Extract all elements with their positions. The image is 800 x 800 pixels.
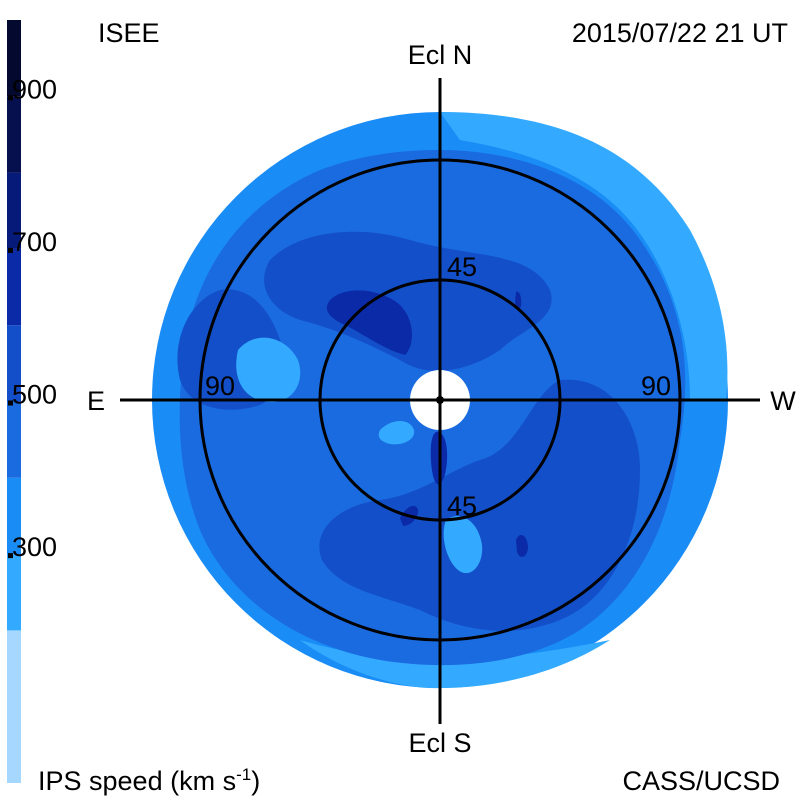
axis-label-west: W (770, 386, 796, 416)
colorbar-tick-label-900: 900 (12, 74, 57, 104)
fastest-core-southeast-dot (516, 534, 528, 557)
fast-lobe-northwest (264, 231, 552, 371)
colorbar-segment-300-400 (7, 477, 21, 555)
slow-patch-near-sun (378, 421, 415, 445)
credit-label: CASS/UCSD (622, 766, 780, 796)
colorbar-segment-600-700 (7, 248, 21, 326)
colorbar-tick-label-700: 700 (12, 227, 57, 257)
ring-label-90-left: 90 (205, 371, 235, 401)
colorbar-tick-mark-300 (8, 553, 13, 559)
colorbar-tick-labels: 900 700 500 300 (8, 74, 57, 562)
colorbar-segment-700-800 (7, 172, 21, 249)
fastest-core-northwest (326, 290, 412, 355)
fastest-core-north-streak (515, 291, 522, 310)
ring-label-45-top: 45 (447, 252, 477, 282)
slow-patch-west (236, 337, 301, 403)
axis-label-north: Ecl N (408, 40, 473, 70)
colorbar-tick-label-300: 300 (12, 532, 57, 562)
colorbar-segment-200-300 (7, 554, 21, 631)
coordinate-grid (120, 78, 760, 724)
colorbar-tick-mark-700 (8, 247, 13, 253)
colorbar-tick-label-500: 500 (12, 380, 57, 410)
colorbar-segment-0-200 (7, 630, 21, 783)
colorbar-segment-900-1000 (7, 20, 21, 97)
quantity-label-close: ) (251, 766, 260, 796)
unit-exponent: -1 (236, 765, 251, 784)
slow-edge-band-east (440, 112, 728, 400)
colorbar-quantity-label: IPS speed (km s-1) (38, 765, 260, 796)
axis-label-south: Ecl S (408, 728, 471, 758)
speed-colorbar (7, 20, 21, 783)
org-label: ISEE (98, 18, 160, 48)
ring-label-45-bottom: 45 (447, 491, 477, 521)
colorbar-segment-400-500 (7, 401, 21, 478)
colorbar-tick-mark-900 (8, 95, 13, 101)
colorbar-segment-800-900 (7, 96, 21, 173)
slow-patch-south (443, 516, 483, 574)
fast-lobe-southeast (319, 379, 640, 631)
axis-label-east: E (87, 386, 105, 416)
colorbar-tick-mark-500 (8, 400, 13, 406)
quantity-label-text: IPS speed (km s (38, 766, 236, 796)
timestamp: 2015/07/22 21 UT (572, 18, 788, 48)
ring-label-90-right: 90 (641, 371, 671, 401)
colorbar-segment-500-600 (7, 325, 21, 402)
